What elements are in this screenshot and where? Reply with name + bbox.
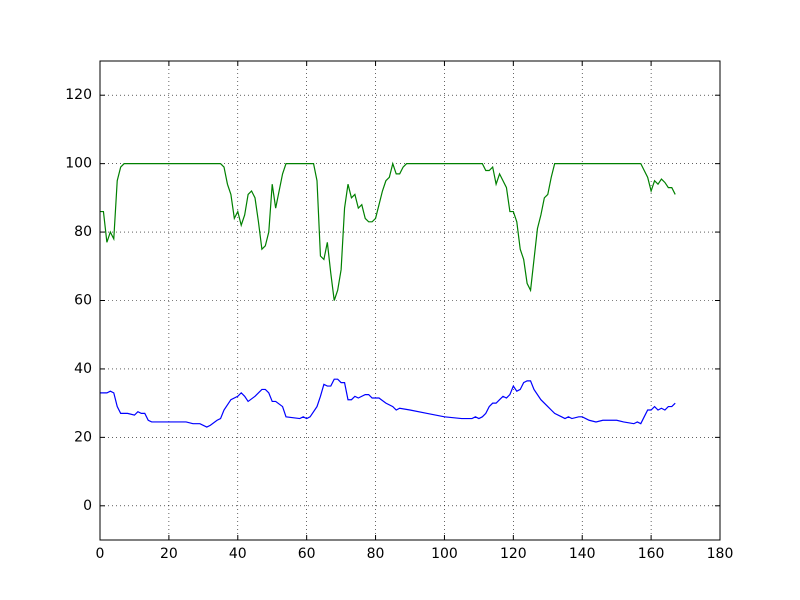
x-tick-label: 0 [96, 546, 105, 562]
x-tick-label: 80 [367, 546, 385, 562]
y-tick-label: 100 [65, 156, 92, 172]
x-tick-label: 120 [500, 546, 527, 562]
y-tick-label: 120 [65, 87, 92, 103]
plot-frame [99, 60, 721, 541]
x-tick-label: 40 [229, 546, 247, 562]
y-tick-label: 60 [74, 293, 92, 309]
x-tick-label: 160 [638, 546, 665, 562]
x-tick-label: 100 [431, 546, 458, 562]
line [100, 378, 676, 428]
x-tick-label: 20 [160, 546, 178, 562]
x-tick-label: 180 [707, 546, 734, 562]
y-tick-label: 20 [74, 429, 92, 445]
y-tick-label: 40 [74, 361, 92, 377]
x-tick-label: 140 [569, 546, 596, 562]
line [100, 161, 676, 301]
x-tick-label: 60 [298, 546, 316, 562]
y-tick-label: 80 [74, 224, 92, 240]
y-tick-label: 0 [83, 498, 92, 514]
